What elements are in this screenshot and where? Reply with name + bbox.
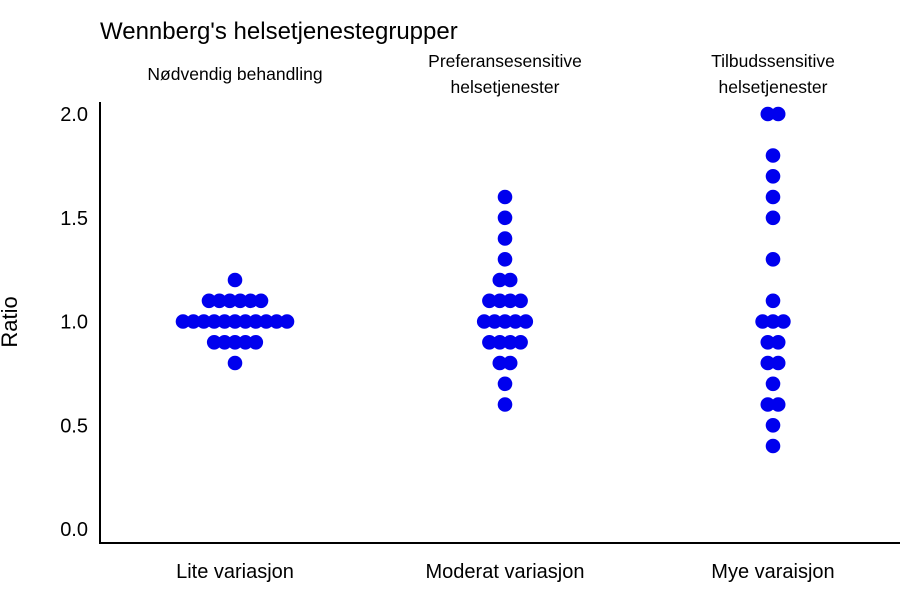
data-point [765,418,781,433]
y-tick-label: 0.5 [60,415,88,437]
group-header: Preferansesensitive [428,51,582,71]
data-point [765,376,781,392]
y-tick-label: 2.0 [60,104,88,126]
data-point [502,335,518,350]
group-headers: Nødvendig behandling Preferansesensitive h… [147,51,835,97]
group-header: helsetjenester [451,77,560,97]
data-point [502,355,518,371]
data-point [765,438,781,454]
data-point [508,314,523,329]
data-point [227,335,243,350]
data-point [206,314,222,329]
data-point [765,314,781,329]
data-point [497,376,513,392]
data-point [765,210,781,226]
data-point [513,293,528,309]
data-point [201,293,217,309]
data-point [518,314,534,329]
data-point [497,189,513,205]
data-point [770,335,786,350]
y-axis-label: Ratio [0,296,22,347]
data-point [492,355,508,371]
category-labels: Lite variasjon Moderat variasjon Mye varai… [176,561,835,583]
data-point [186,314,201,329]
chart-title: Wennberg's helsetjenestegrupper [100,18,458,45]
data-point [760,335,776,350]
y-tick-label: 0.0 [60,519,88,541]
data-point [253,293,269,309]
data-point [492,293,508,309]
data-point [269,314,284,329]
data-point [770,106,786,122]
data-point [258,314,274,329]
y-tick-labels: 0.0 0.5 1.0 1.5 2.0 [60,104,88,541]
data-point [760,106,776,122]
data-point [765,251,781,267]
category-label: Moderat variasjon [426,561,585,583]
data-point [760,397,776,412]
data-point [497,314,513,329]
data-point [776,314,791,329]
data-point [770,355,786,371]
data-point [770,397,786,412]
data-point [175,314,191,329]
group-header: Nødvendig behandling [147,64,322,84]
data-point [765,189,781,205]
data-point [217,314,232,329]
data-point [497,251,513,267]
data-point [497,397,513,412]
data-point [212,293,227,309]
data-point [476,314,492,329]
data-point [217,335,232,350]
data-point [243,293,258,309]
data-point [238,335,253,350]
data-point [279,314,295,329]
data-point [765,293,781,309]
data-point [206,335,222,350]
data-point [227,272,243,288]
data-point [502,272,518,288]
data-point [232,293,248,309]
data-point [755,314,770,329]
data-point [248,335,264,350]
data-point [482,293,497,309]
data-points [175,106,791,454]
data-point [497,231,513,246]
data-point [492,335,508,350]
data-point [482,335,497,350]
category-label: Mye varaisjon [711,561,834,583]
data-point [765,169,781,184]
data-point [492,272,508,288]
data-point [765,148,781,163]
data-point [760,355,776,371]
data-point [222,293,238,309]
data-point [502,293,518,309]
y-tick-label: 1.5 [60,208,88,230]
data-point [497,210,513,226]
group-header: helsetjenester [719,77,828,97]
data-point [238,314,253,329]
data-point [227,355,243,371]
data-point [227,314,243,329]
data-point [513,335,528,350]
group-header: Tilbudssensitive [711,51,835,71]
category-label: Lite variasjon [176,561,294,583]
y-tick-label: 1.0 [60,312,88,334]
data-point [196,314,212,329]
data-point [487,314,502,329]
data-point [248,314,264,329]
